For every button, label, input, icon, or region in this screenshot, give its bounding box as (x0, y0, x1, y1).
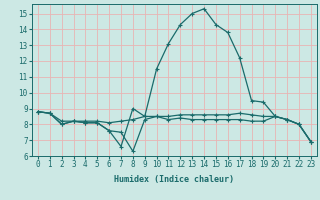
X-axis label: Humidex (Indice chaleur): Humidex (Indice chaleur) (115, 175, 234, 184)
